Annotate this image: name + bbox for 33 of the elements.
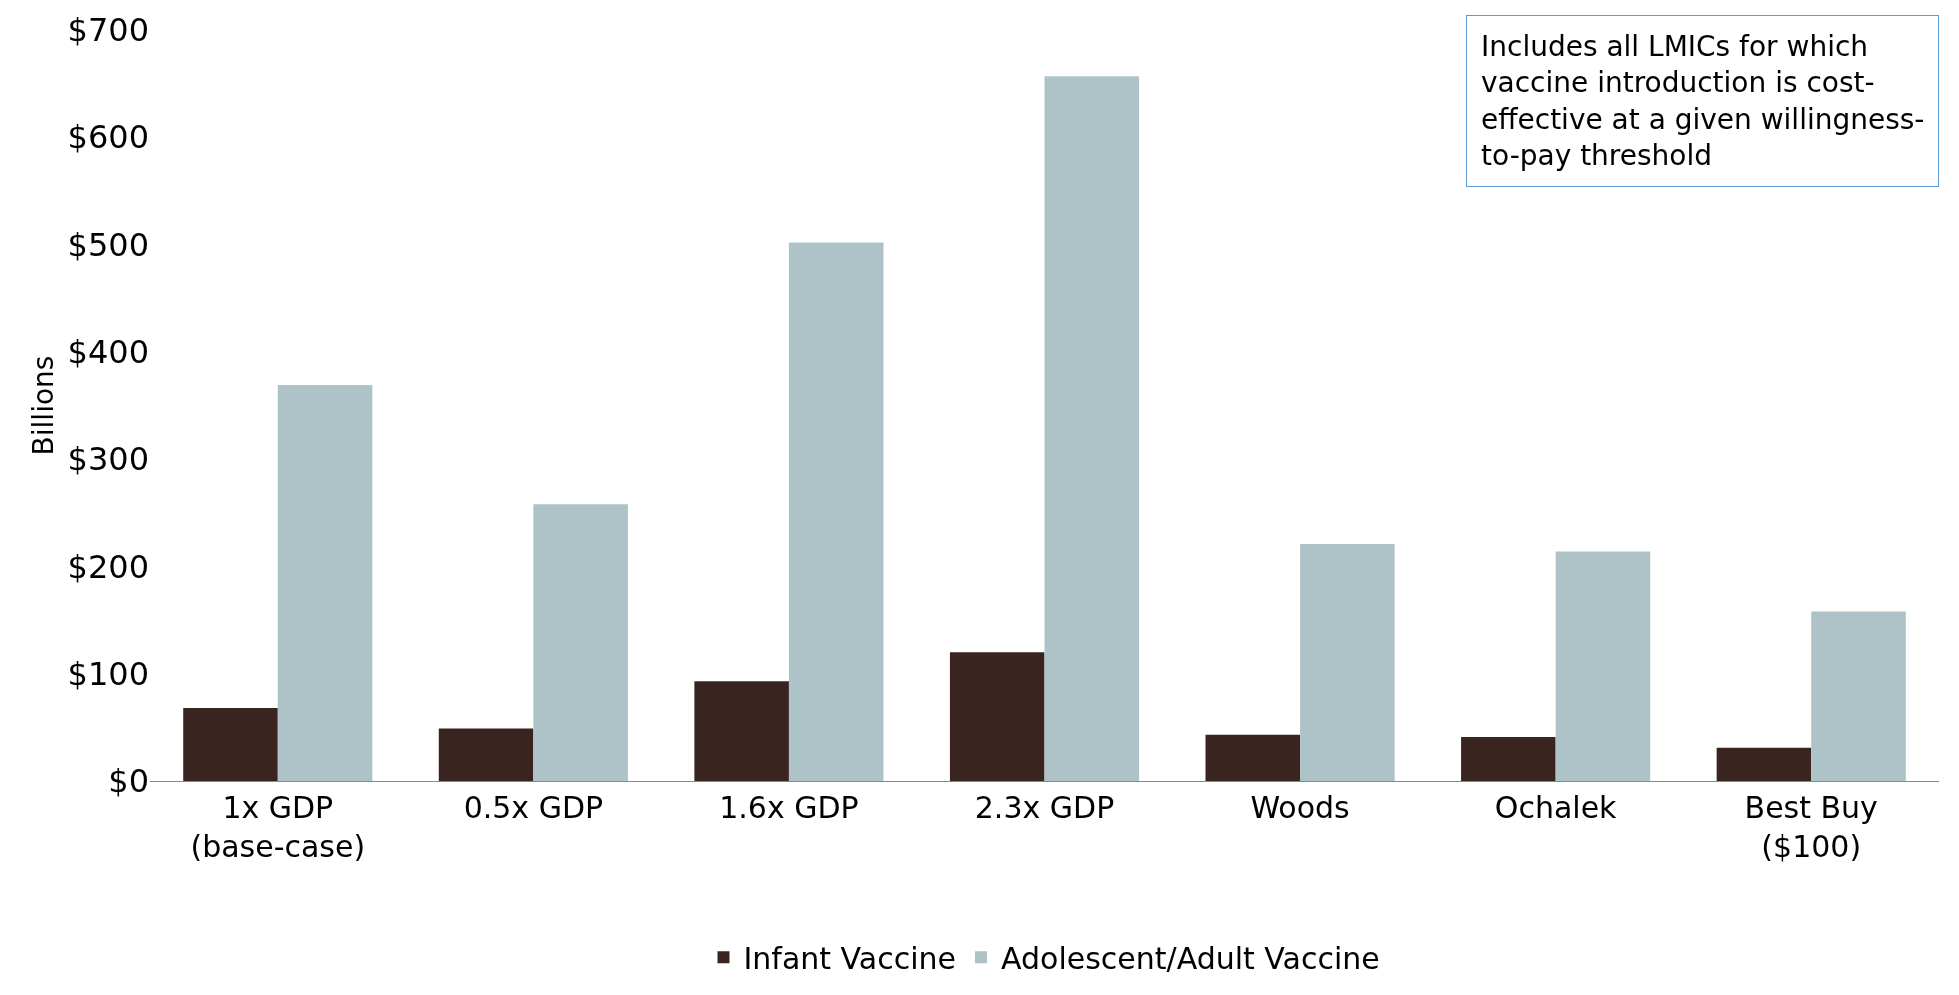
x-tick-label: 2.3x GDP bbox=[974, 790, 1115, 825]
x-tick-label: 1.6x GDP bbox=[719, 790, 859, 825]
x-tick-label: Ochalek bbox=[1494, 790, 1618, 825]
annotation: Includes all LMICs for which vaccine introduction is cost- effective at a given willingness- to-pay threshold bbox=[1481, 30, 1925, 173]
y-tick-label: $500 bbox=[67, 225, 149, 264]
y-tick-label: $600 bbox=[67, 118, 149, 157]
y-tick-label: $200 bbox=[67, 547, 149, 586]
bar bbox=[438, 728, 534, 781]
x-tick-label: Woods bbox=[1250, 790, 1350, 825]
x-tick-label: 0.5x GDP bbox=[463, 790, 604, 825]
legend-label: Infant Vaccine bbox=[743, 940, 956, 976]
y-tick-label: $400 bbox=[67, 333, 149, 372]
bar bbox=[1811, 611, 1906, 781]
bar bbox=[949, 652, 1045, 781]
bar bbox=[533, 504, 628, 781]
bar bbox=[183, 708, 278, 781]
bar bbox=[1044, 76, 1140, 781]
bar bbox=[1205, 734, 1301, 781]
x-tick-label: Best Buy ($100) bbox=[1744, 790, 1878, 864]
y-tick-label: $300 bbox=[67, 440, 149, 479]
legend-label: Adolescent/Adult Vaccine bbox=[1001, 940, 1380, 976]
y-tick-label: $0 bbox=[108, 762, 149, 801]
bar bbox=[277, 385, 373, 781]
bar bbox=[1555, 551, 1651, 781]
x-tick-label: 1x GDP (base-case) bbox=[190, 790, 366, 864]
y-tick-label: $700 bbox=[67, 11, 149, 50]
y-axis-title: Billions bbox=[27, 355, 61, 456]
bar bbox=[1716, 747, 1812, 781]
bar bbox=[788, 242, 884, 781]
bar bbox=[1300, 543, 1395, 781]
bar bbox=[694, 681, 789, 781]
y-tick-label: $100 bbox=[67, 654, 149, 693]
bar bbox=[1461, 737, 1556, 781]
